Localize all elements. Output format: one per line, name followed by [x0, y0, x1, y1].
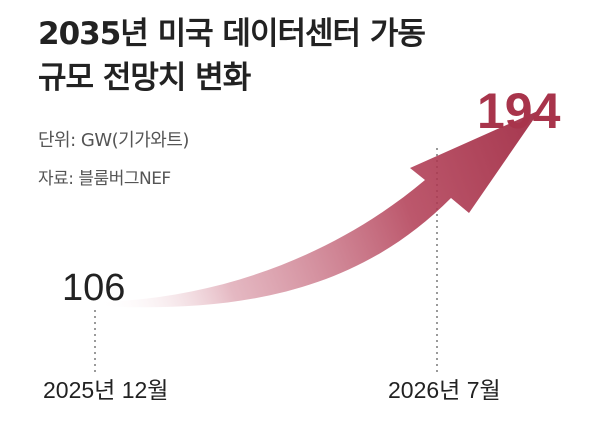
chart-title-line2: 규모 전망치 변화 — [38, 60, 251, 96]
x-tick-label-end: 2026년 7월 — [388, 377, 501, 403]
source-note: 자료: 블룸버그NEF — [38, 169, 171, 189]
chart-title: 2035년 미국 데이터센터 가동 규모 전망치 변화 — [38, 12, 558, 100]
chart-title-line1: 2035년 미국 데이터센터 가동 — [38, 16, 426, 52]
start-value-label: 106 — [62, 267, 125, 309]
end-value-label: 194 — [477, 83, 561, 139]
x-tick-label-start: 2025년 12월 — [43, 377, 168, 403]
unit-note: 단위: GW(기가와트) — [38, 130, 189, 151]
growth-arrow — [95, 110, 540, 308]
